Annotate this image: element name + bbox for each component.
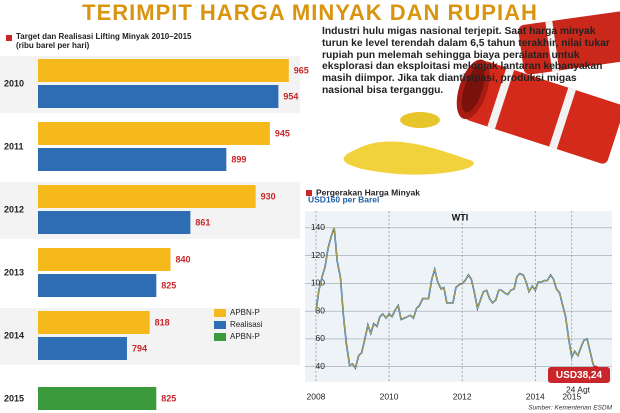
bar xyxy=(38,85,279,108)
value-label: 954 xyxy=(283,91,298,101)
bar xyxy=(38,148,227,171)
value-label: 825 xyxy=(161,393,176,403)
y-tick-label: 80 xyxy=(316,305,326,315)
value-label: 818 xyxy=(155,317,170,327)
x-tick-label: 2014 xyxy=(526,391,545,401)
legend-label: APBN-P xyxy=(230,332,260,341)
chart-title: Target dan Realisasi Lifting Minyak 2010… xyxy=(16,32,192,41)
bar xyxy=(38,337,127,360)
value-label: 861 xyxy=(195,217,210,227)
legend-swatch xyxy=(214,333,226,341)
value-label: 840 xyxy=(176,254,191,264)
y-tick-label: 2015 xyxy=(4,393,24,403)
plot-background xyxy=(305,211,612,382)
value-label: 825 xyxy=(161,280,176,290)
annotation: USD38,24 xyxy=(556,370,603,381)
chart-subtitle: (ribu barel per hari) xyxy=(16,41,90,50)
bar xyxy=(38,248,171,271)
barrel-art xyxy=(343,11,620,175)
bar xyxy=(38,122,270,145)
y-tick-label: USD160 per Barel xyxy=(308,194,379,204)
x-tick-label: 2015 xyxy=(562,391,581,401)
annotation: 24 Agt xyxy=(566,384,591,394)
bar xyxy=(38,387,157,410)
y-tick-label: 2010 xyxy=(4,78,24,88)
value-label: 899 xyxy=(231,154,246,164)
value-label: 945 xyxy=(275,128,290,138)
series-label: WTI xyxy=(452,212,469,222)
page-title: TERIMPIT HARGA MINYAK DAN RUPIAH xyxy=(82,0,538,25)
legend-label: Realisasi xyxy=(230,320,263,329)
y-tick-label: 2014 xyxy=(4,330,24,340)
y-tick-label: 120 xyxy=(311,250,325,260)
bar xyxy=(38,59,289,82)
chart-title: Pergerakan Harga Minyak xyxy=(316,187,420,197)
value-label: 794 xyxy=(132,343,147,353)
x-tick-label: 2012 xyxy=(453,391,472,401)
legend-swatch xyxy=(214,321,226,329)
annotation-box xyxy=(548,367,610,383)
x-tick-label: 2010 xyxy=(380,391,399,401)
y-tick-label: 2012 xyxy=(4,204,24,214)
y-tick-label: 140 xyxy=(311,222,325,232)
y-tick-label: 100 xyxy=(311,278,325,288)
intro-text: Industri hulu migas nasional terjepit. S… xyxy=(322,26,610,96)
value-label: 965 xyxy=(294,65,309,75)
bar xyxy=(38,311,150,334)
source: Sumber: Kementerian ESDM xyxy=(528,405,612,412)
x-tick-label: 2008 xyxy=(307,391,326,401)
title-bullet xyxy=(306,190,312,196)
line-highlight xyxy=(315,227,596,370)
bar xyxy=(38,185,256,208)
y-tick-label: 60 xyxy=(316,333,326,343)
bar xyxy=(38,274,157,297)
y-tick-label: 2013 xyxy=(4,267,24,277)
bar xyxy=(38,211,191,234)
title-bullet xyxy=(6,35,12,41)
y-tick-label: 2011 xyxy=(4,141,24,151)
legend-swatch xyxy=(214,309,226,317)
legend-label: APBN-P xyxy=(230,308,260,317)
y-tick-label: 40 xyxy=(316,361,326,371)
value-label: 930 xyxy=(261,191,276,201)
